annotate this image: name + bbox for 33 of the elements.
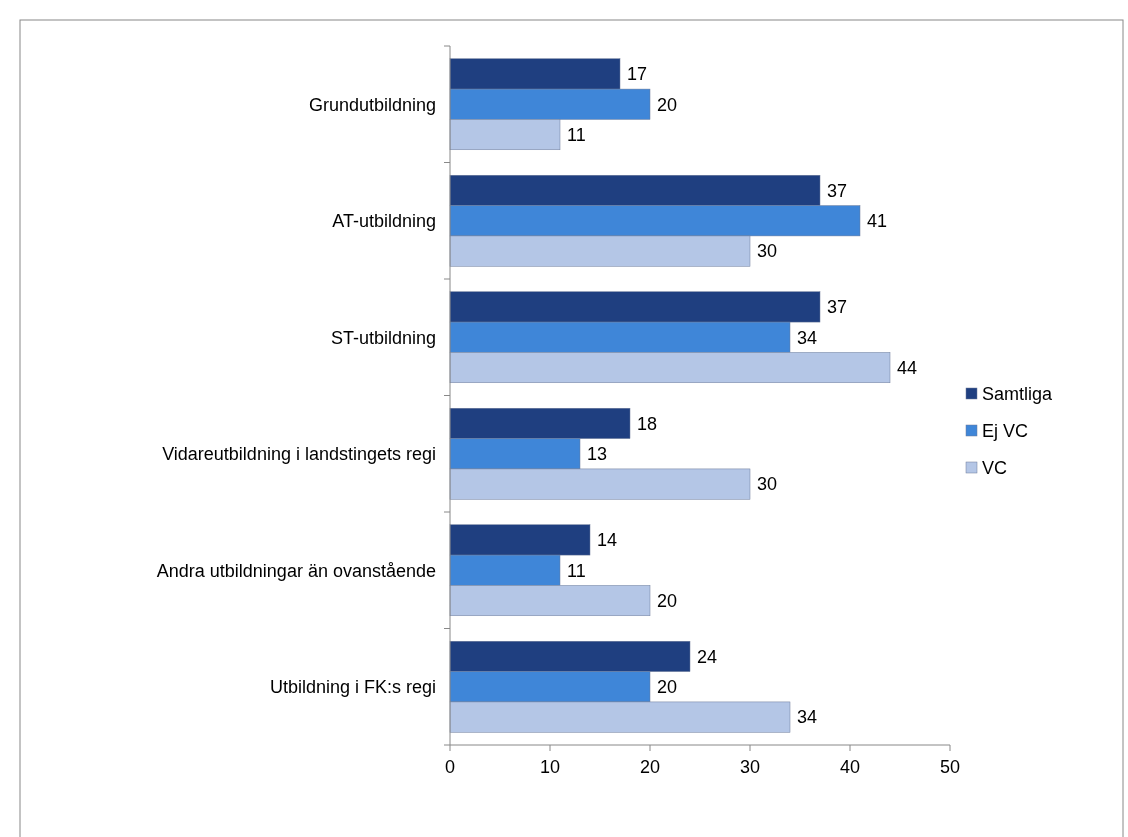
- y-tick-label: Grundutbildning: [308, 94, 436, 115]
- y-tick-label: ST-utbildning: [330, 327, 436, 348]
- data-label: 20: [657, 94, 678, 115]
- y-tick-label: Vidareutbildning i landstingets regi: [162, 444, 436, 465]
- y-tick-label: AT-utbildning: [332, 211, 436, 232]
- data-label: 17: [627, 64, 648, 85]
- data-label: 24: [697, 646, 718, 667]
- y-tick-label: Utbildning i FK:s regi: [269, 677, 436, 698]
- data-label: 37: [827, 297, 848, 318]
- legend-label: Samtliga: [982, 384, 1054, 405]
- data-label: 34: [797, 327, 818, 348]
- x-tick-label: 10: [539, 757, 561, 777]
- data-label: 11: [567, 124, 586, 145]
- data-label: 11: [567, 560, 586, 581]
- data-label: 20: [657, 677, 678, 698]
- x-tick-label: 50: [939, 757, 961, 777]
- y-tick-label: Andra utbildningar än ovanstående: [156, 560, 436, 581]
- data-label: 13: [587, 444, 608, 465]
- data-label: 37: [827, 180, 848, 201]
- x-tick-label: 40: [839, 757, 861, 777]
- data-label: 30: [757, 474, 778, 495]
- x-tick-label: 30: [739, 757, 761, 777]
- legend-label: Ej VC: [982, 421, 1029, 442]
- data-label: 20: [657, 590, 678, 611]
- data-label: 44: [897, 357, 918, 378]
- data-label: 41: [867, 211, 888, 232]
- data-label: 30: [757, 241, 778, 262]
- data-label: 18: [637, 413, 658, 434]
- data-label: 34: [797, 707, 818, 728]
- data-label: 14: [597, 530, 618, 551]
- legend-label: VC: [982, 458, 1008, 479]
- x-tick-label: 20: [639, 757, 661, 777]
- x-tick-label: 0: [444, 757, 456, 777]
